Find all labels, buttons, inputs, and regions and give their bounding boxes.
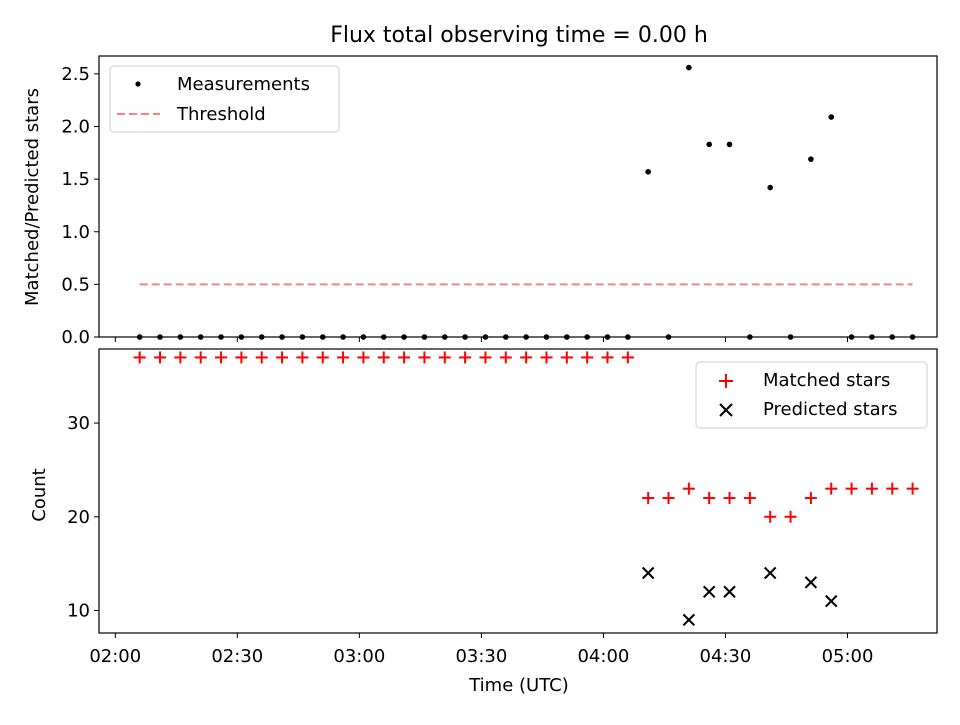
matched-star-marker [337,351,350,364]
measurement-point [645,168,651,175]
bottom-x-tick-label: 04:30 [700,646,752,667]
top-axes-frame [98,55,938,338]
bottom-axes-frame [98,348,938,634]
predicted-star-marker [682,613,696,627]
matched-star-marker [255,351,268,364]
bottom-y-tick-label: 30 [67,413,90,434]
bottom-legend: Matched stars Predicted stars [695,361,928,429]
measurement-point [828,114,835,120]
predicted-star-marker [804,576,818,589]
matched-star-marker [825,482,838,495]
matched-star-marker [133,351,146,364]
measurement-point [767,184,774,191]
bottom-y-ticks: 10 20 30 [67,413,99,622]
top-y-tick-label: 0.5 [61,274,90,295]
top-y-tick-label: 1.0 [61,222,90,243]
matched-star-marker [886,482,899,495]
chart-title: Flux total observing time = 0.00 h [330,23,708,48]
matched-star-marker [276,351,289,364]
bottom-y-axis-label: Count [29,468,50,521]
bottom-x-ticks: 02:00 02:30 03:00 03:30 04:00 04:30 05:00 [89,633,873,667]
bottom-panel: 10 20 30 02:00 02:30 03:00 03:30 04:00 04:30 05:… [29,348,938,696]
predicted-star-marker [702,585,716,598]
matched-star-marker [540,351,553,364]
top-y-tick-label: 2.0 [61,117,90,138]
matched-star-marker [499,351,512,364]
legend-measurements-marker [135,81,141,87]
top-y-tick-label: 0.0 [61,327,90,348]
matched-star-marker [235,351,248,364]
top-y-tick-label: 1.5 [61,169,90,190]
legend-matched-label: Matched stars [763,370,890,391]
matched-star-marker [784,510,797,523]
bottom-x-tick-label: 02:30 [211,646,263,667]
matched-star-marker [682,482,695,495]
matched-star-marker [398,351,411,364]
matched-star-marker [621,351,634,364]
matched-star-marker [418,351,431,364]
bottom-legend-frame [695,361,928,429]
top-legend-frame [109,65,340,133]
bottom-x-tick-label: 03:00 [333,646,385,667]
bottom-marks [133,351,919,627]
bottom-y-tick-label: 10 [67,601,90,622]
top-x-ticks [114,337,849,342]
legend-predicted-label: Predicted stars [763,399,897,420]
matched-star-marker [703,492,716,505]
top-y-axis-label: Matched/Predicted stars [22,88,43,306]
matched-star-marker [906,482,919,495]
matched-star-marker [845,482,858,495]
matched-star-marker [316,351,329,364]
matched-star-marker [723,492,736,505]
matched-star-marker [581,351,594,364]
top-y-ticks: 0.0 0.5 1.0 1.5 2.0 2.5 [61,64,99,348]
bottom-x-tick-label: 03:30 [455,646,507,667]
x-axis-label: Time (UTC) [468,675,569,696]
measurement-point [686,64,692,71]
measurement-point [726,141,733,148]
matched-star-marker [764,510,777,523]
matched-star-marker [520,351,533,364]
matched-star-marker [377,351,390,364]
matched-star-marker [479,351,492,364]
matched-star-marker [560,351,573,364]
bottom-x-tick-label: 05:00 [822,646,874,667]
top-y-tick-label: 2.5 [61,64,90,85]
matched-star-marker [194,351,207,364]
predicted-star-marker [764,566,777,580]
predicted-star-marker [641,566,655,580]
matched-star-marker [438,351,451,364]
legend-predicted-marker [719,403,733,417]
matched-star-marker [154,351,167,364]
legend-measurements-label: Measurements [177,74,310,95]
bottom-y-tick-label: 20 [67,507,90,528]
matched-star-marker [662,492,675,505]
legend-matched-marker [719,374,733,388]
measurement-point [706,141,712,148]
matched-star-marker [642,492,655,505]
top-panel: 0.0 0.5 1.0 1.5 2.0 2.5 Matched/Predicted sta… [22,55,938,348]
matched-star-marker [296,351,309,364]
matched-star-marker [865,482,878,495]
top-legend: Measurements Threshold [109,65,340,133]
bottom-x-tick-label: 04:00 [577,646,629,667]
matched-star-marker [357,351,370,364]
matched-star-marker [743,492,756,505]
predicted-star-marker [723,585,736,598]
matched-star-marker [215,351,228,364]
matched-star-marker [174,351,187,364]
measurement-point [808,156,814,162]
matched-star-marker [601,351,614,364]
matched-star-marker [459,351,472,364]
bottom-x-tick-label: 02:00 [89,646,141,667]
predicted-star-marker [825,594,838,608]
matched-star-marker [804,492,817,505]
legend-threshold-label: Threshold [176,104,266,125]
